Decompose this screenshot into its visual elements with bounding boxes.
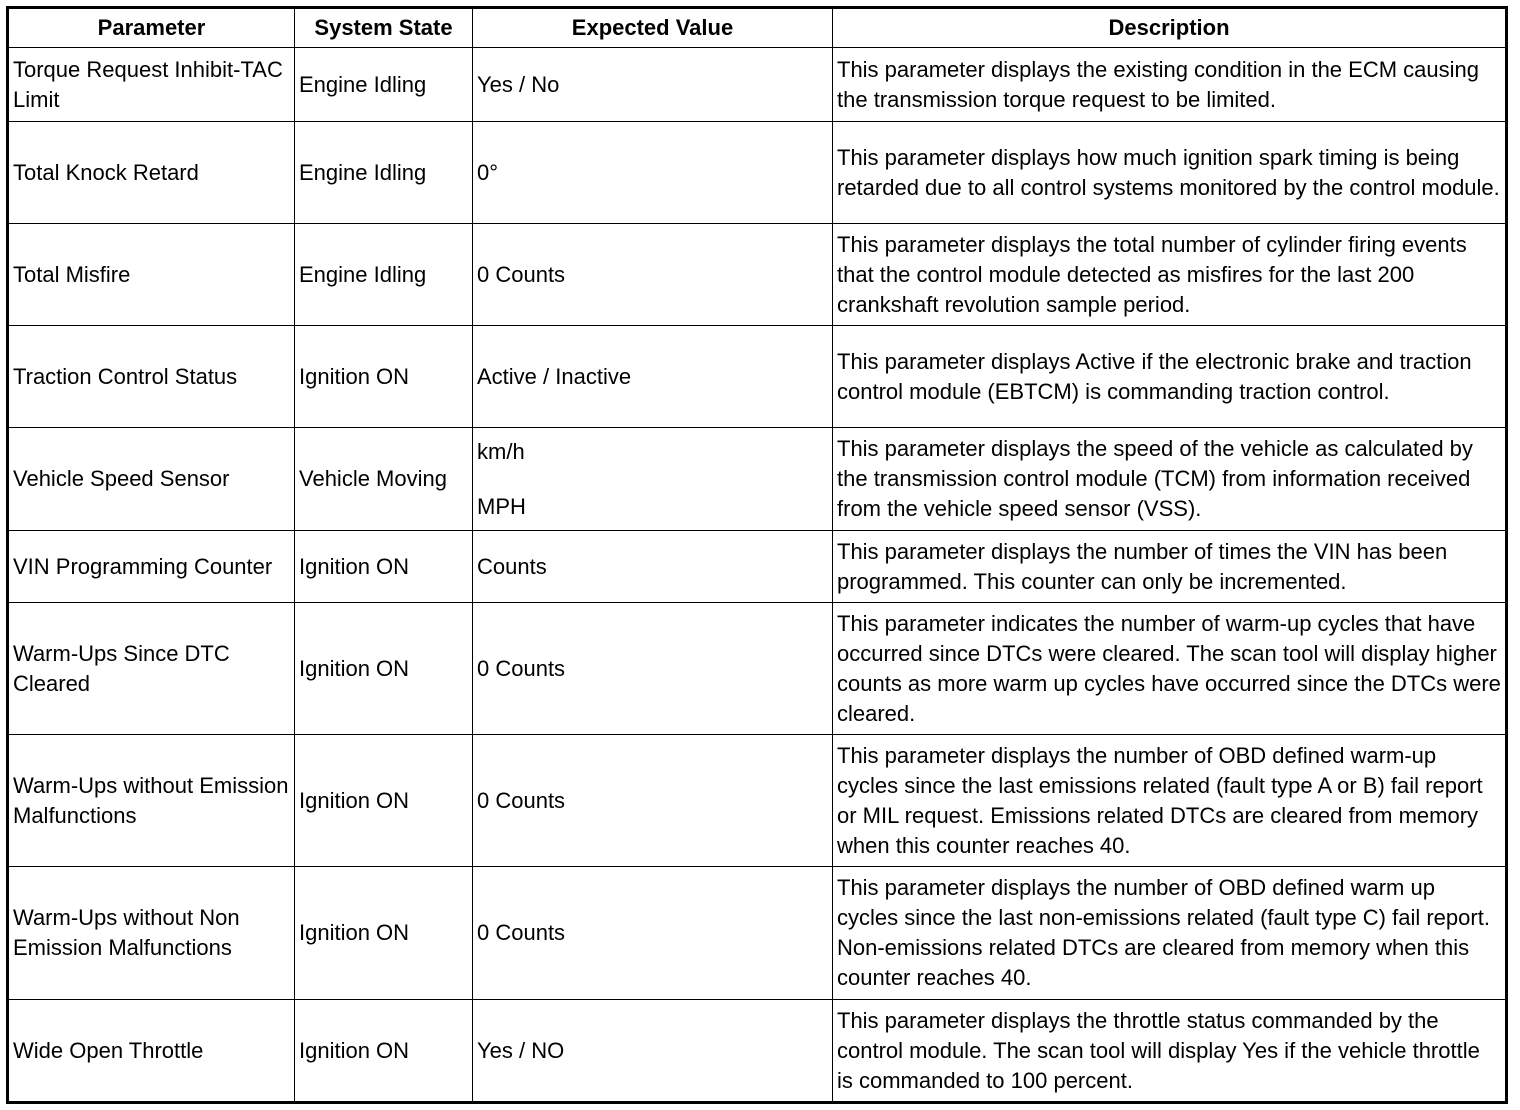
- system-state-cell: Ignition ON: [294, 325, 473, 428]
- parameter-cell: Warm-Ups without Emission Malfunctions: [7, 734, 295, 867]
- description-cell: This parameter displays Active if the el…: [832, 325, 1507, 428]
- table-row: Traction Control Status Ignition ON Active…: [7, 325, 1507, 428]
- description-cell: This parameter displays the number of OB…: [832, 866, 1507, 1000]
- expected-value: 0 Counts: [477, 787, 566, 813]
- parameter-cell: Total Misfire: [7, 223, 295, 326]
- expected-value: 0 Counts: [477, 920, 566, 945]
- expected-value-cell: 0 Counts: [472, 223, 833, 326]
- header-row: Parameter System State Expected Value De…: [7, 7, 1507, 48]
- parameter-cell: Torque Request Inhibit-TAC Limit: [7, 47, 295, 122]
- expected-value-cell: 0°: [472, 121, 833, 224]
- table-row: Warm-Ups without Emission Malfunctions Ig…: [7, 734, 1507, 867]
- system-state-cell: Ignition ON: [294, 999, 473, 1103]
- table-row: VIN Programming Counter Ignition ON Counts…: [7, 530, 1507, 603]
- description-cell: This parameter displays how much ignitio…: [832, 121, 1507, 224]
- system-state-cell: Engine Idling: [294, 223, 473, 326]
- expected-value: 0 Counts: [477, 261, 566, 287]
- parameter-cell: Traction Control Status: [7, 325, 295, 428]
- expected-value: Yes / NO: [477, 1037, 565, 1063]
- description-cell: This parameter displays the total number…: [832, 223, 1507, 326]
- system-state-cell: Ignition ON: [294, 602, 473, 735]
- expected-value-cell: Yes / NO: [472, 999, 833, 1103]
- parameter-cell: Warm-Ups Since DTC Cleared: [7, 602, 295, 735]
- system-state-cell: Ignition ON: [294, 530, 473, 603]
- table-row: Total Misfire Engine Idling 0 Counts This p…: [7, 223, 1507, 326]
- description-cell: This parameter displays the number of OB…: [832, 734, 1507, 867]
- header-system-state: System State: [294, 7, 473, 48]
- expected-value: Yes / No: [477, 71, 560, 97]
- description-cell: This parameter indicates the number of w…: [832, 602, 1507, 735]
- table-row: Wide Open Throttle Ignition ON Yes / NO Thi…: [7, 999, 1507, 1103]
- expected-value-cell: 0 Counts: [472, 734, 833, 867]
- description-cell: This parameter displays the throttle sta…: [832, 999, 1507, 1103]
- table-row: Total Knock Retard Engine Idling 0° This pa…: [7, 121, 1507, 224]
- header-parameter: Parameter: [7, 7, 295, 48]
- system-state-cell: Ignition ON: [294, 866, 473, 1000]
- description-cell: This parameter displays the existing con…: [832, 47, 1507, 122]
- system-state-cell: Ignition ON: [294, 734, 473, 867]
- table-row: Warm-Ups without Non Emission Malfunctio…: [7, 866, 1507, 1000]
- parameter-cell: VIN Programming Counter: [7, 530, 295, 603]
- expected-value: Counts: [477, 553, 547, 579]
- parameter-cell: Total Knock Retard: [7, 121, 295, 224]
- parameter-table: Parameter System State Expected Value De…: [6, 6, 1508, 1104]
- parameter-cell: Wide Open Throttle: [7, 999, 295, 1103]
- header-expected-value: Expected Value: [472, 7, 833, 48]
- expected-value-cell: 0 Counts: [472, 866, 833, 1000]
- expected-value: MPH: [477, 493, 526, 519]
- system-state-cell: Engine Idling: [294, 47, 473, 122]
- parameter-cell: Warm-Ups without Non Emission Malfunctio…: [7, 866, 295, 1000]
- description-cell: This parameter displays the speed of the…: [832, 427, 1507, 531]
- parameter-cell: Vehicle Speed Sensor: [7, 427, 295, 531]
- system-state-cell: Vehicle Moving: [294, 427, 473, 531]
- expected-value: Active / Inactive: [477, 363, 632, 389]
- table-row: Torque Request Inhibit-TAC Limit Engine I…: [7, 47, 1507, 122]
- table-row: Warm-Ups Since DTC Cleared Ignition ON 0 C…: [7, 602, 1507, 735]
- expected-value-cell: 0 Counts: [472, 602, 833, 735]
- expected-value: 0 Counts: [477, 655, 566, 681]
- header-description: Description: [832, 7, 1507, 48]
- expected-value: 0°: [477, 159, 499, 185]
- table-row: Vehicle Speed Sensor Vehicle Moving km/h MP…: [7, 427, 1507, 531]
- description-cell: This parameter displays the number of ti…: [832, 530, 1507, 603]
- expected-value-cell: Yes / No: [472, 47, 833, 122]
- system-state-cell: Engine Idling: [294, 121, 473, 224]
- expected-value: km/h: [477, 438, 525, 464]
- expected-value-cell: Counts: [472, 530, 833, 603]
- expected-value-cell: km/h MPH: [472, 427, 833, 531]
- expected-value-cell: Active / Inactive: [472, 325, 833, 428]
